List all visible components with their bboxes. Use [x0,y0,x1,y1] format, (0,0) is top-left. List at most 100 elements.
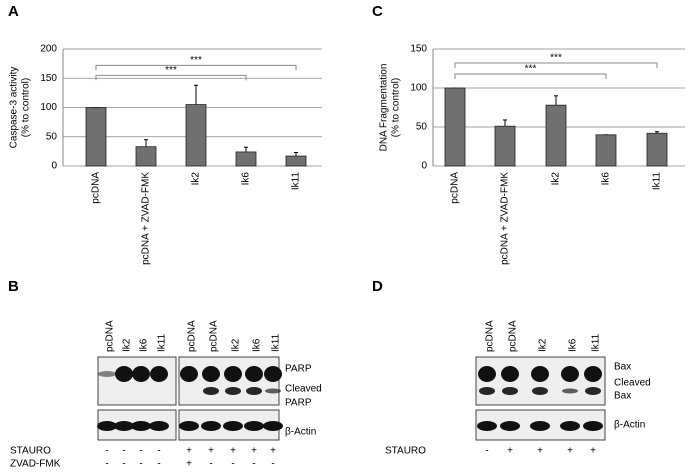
lane-label: Ik6 [252,338,263,352]
x-tick-label: Ik2 [191,172,202,186]
band [132,366,150,382]
treatment-mark: - [122,446,125,457]
treatment-mark: + [186,459,192,470]
significance-label: *** [550,53,562,64]
band [224,366,242,382]
band-label: Bax [614,362,631,373]
bar [545,104,567,167]
x-tick-label: pcDNA [450,172,461,204]
bar [185,104,207,167]
bar [494,125,516,167]
lane-label: Ik2 [231,338,242,352]
treatment-label: STAURO [10,446,51,457]
band [585,387,601,395]
band [244,421,264,431]
x-tick-label: Ik2 [551,172,562,186]
band [478,366,496,382]
band [560,421,580,431]
band [562,388,578,394]
y-tick-label: 0 [421,161,427,172]
band [246,387,262,395]
treatment-mark: + [507,446,513,457]
band [131,421,151,431]
band [264,366,282,382]
treatment-mark: - [122,459,125,470]
x-tick-label: Ik6 [601,172,612,186]
treatment-mark: + [270,446,276,457]
bar [85,107,107,167]
bar [235,151,257,167]
treatment-mark: + [251,446,257,457]
band-label: β-Actin [614,420,645,431]
band [97,421,117,431]
band [500,421,520,431]
panel-label: B [8,278,19,295]
treatment-mark: + [230,446,236,457]
y-axis-label: Caspase-3 activity [9,67,20,149]
treatment-mark: + [186,446,192,457]
band [115,366,133,382]
band-label: β-Actin [285,427,316,438]
band [477,421,497,431]
y-tick-label: 50 [416,122,428,133]
panel-label: C [372,3,383,20]
lane-label: Ik6 [568,338,579,352]
band-label: PARP [285,364,312,375]
y-tick-label: 50 [46,131,58,142]
band [203,387,219,395]
lane-label: Ik11 [271,333,282,352]
band [501,366,519,382]
lane-label: Ik2 [538,338,549,352]
band-label: Bax [614,391,631,402]
treatment-mark: - [157,459,160,470]
treatment-mark: - [157,446,160,457]
treatment-mark: + [590,446,596,457]
lane-label: pcDNA [508,320,519,352]
x-tick-label: pcDNA + ZVAD-FMK [141,172,152,265]
lane-label: pcDNA [209,320,220,352]
band [263,421,283,431]
band [149,421,169,431]
band [265,388,281,394]
x-tick-label: pcDNA [91,172,102,204]
x-tick-label: Ik11 [652,172,663,191]
y-tick-label: 150 [410,44,427,55]
bar [444,87,466,167]
treatment-mark: - [139,446,142,457]
bar [135,146,157,167]
band [179,421,199,431]
band [114,421,134,431]
band [584,366,602,382]
treatment-mark: - [252,459,255,470]
y-tick-label: 200 [40,44,57,55]
treatment-label: ZVAD-FMK [10,459,61,470]
y-tick-label: 150 [40,73,57,84]
lane-label: pcDNA [485,320,496,352]
treatment-mark: - [209,459,212,470]
x-tick-label: Ik6 [241,172,252,186]
band [530,421,550,431]
band [223,421,243,431]
treatment-mark: + [567,446,573,457]
significance-bracket [454,62,658,69]
treatment-mark: - [231,459,234,470]
treatment-mark: - [105,446,108,457]
treatment-mark: - [485,446,488,457]
band [180,366,198,382]
y-tick-label: 100 [40,102,57,113]
band-label: Cleaved [614,378,651,389]
bar [595,134,617,167]
band [502,387,518,395]
band [532,387,548,395]
y-axis-label: DNA Fragmentation [379,64,390,152]
lane-label: Ik2 [122,338,133,352]
band-label: PARP [285,398,312,409]
significance-label: *** [190,55,202,66]
treatment-mark: - [105,459,108,470]
band [202,366,220,382]
treatment-mark: - [139,459,142,470]
lane-label: Ik6 [139,338,150,352]
lane-label: pcDNA [187,320,198,352]
significance-label: *** [165,65,177,76]
